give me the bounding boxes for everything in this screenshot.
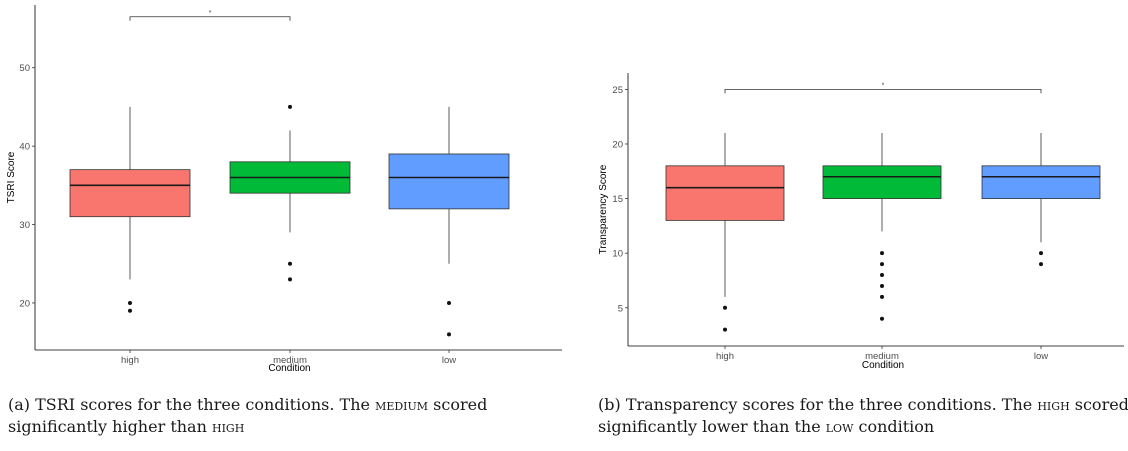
caption-a-text-2: scored significantly higher than (8, 395, 488, 436)
outlier-point-medium (880, 294, 884, 299)
x-tick-label-high: high (716, 351, 734, 362)
caption-a-term-high: high (211, 417, 245, 436)
y-tick-label: 5 (618, 303, 623, 314)
box-low (981, 165, 1101, 199)
outlier-point-medium (288, 261, 292, 266)
caption-a-term-medium: medium (375, 395, 429, 414)
significance-marker: * (209, 10, 212, 17)
y-tick-label: 10 (612, 249, 623, 260)
outlier-point-medium (880, 316, 884, 321)
outlier-point-high (128, 300, 132, 305)
y-axis-title: Transparency Score (598, 164, 609, 254)
caption-b-text-2: scored significantly lower than the (598, 395, 1128, 436)
outlier-point-low (1039, 251, 1043, 256)
caption-b-text: (b) Transparency scores for the three co… (598, 395, 1038, 414)
outlier-point-medium (880, 262, 884, 267)
caption-b: (b) Transparency scores for the three co… (598, 394, 1128, 438)
box-low (388, 153, 510, 210)
outlier-point-low (447, 300, 451, 305)
caption-b-text-3: condition (853, 417, 935, 436)
box-high (665, 165, 785, 221)
outlier-point-medium (880, 273, 884, 278)
transparency-boxplot-panel: 5 10 15 20 25 high medium low Condition Transpare… (598, 73, 1124, 371)
significance-bracket (129, 16, 291, 21)
x-axis-title: Condition (268, 363, 310, 374)
caption-b-term-low: low (825, 417, 854, 436)
y-tick-label: 20 (612, 139, 623, 150)
x-tick-label-low: low (1034, 351, 1048, 362)
significance-bracket (724, 88, 1042, 94)
outlier-point-high (128, 308, 132, 313)
y-tick-label: 40 (19, 142, 30, 153)
x-axis-title: Condition (862, 360, 904, 371)
caption-a-text: (a) TSRI scores for the three conditions… (8, 395, 376, 414)
outlier-point-medium (880, 251, 884, 256)
caption-a: (a) TSRI scores for the three conditions… (8, 394, 568, 438)
outlier-point-low (1039, 262, 1043, 267)
outlier-point-medium (880, 283, 884, 288)
y-tick-label: 20 (19, 298, 30, 309)
y-tick-label: 30 (19, 220, 30, 231)
y-tick-label: 15 (612, 194, 623, 205)
x-tick-label-medium: medium (865, 351, 899, 362)
figure-canvas: 20 30 40 50 high medium low Condition TSRI Score… (6, 5, 1124, 374)
y-tick-label: 50 (19, 63, 30, 74)
box-medium (822, 165, 942, 199)
outlier-point-low (447, 332, 451, 337)
x-tick-label-high: high (121, 355, 139, 366)
tsri-boxplot-panel: 20 30 40 50 high medium low Condition TSRI Score… (6, 5, 562, 374)
outlier-point-medium (288, 277, 292, 282)
outlier-point-high (723, 305, 727, 310)
x-tick-label-medium: medium (273, 355, 307, 366)
y-tick-label: 25 (612, 85, 623, 96)
significance-marker: * (882, 82, 885, 89)
x-tick-label-low: low (442, 355, 456, 366)
caption-b-term-high: high (1037, 395, 1070, 414)
box-high (69, 169, 191, 218)
outlier-point-medium (288, 104, 292, 109)
outlier-point-high (723, 327, 727, 332)
y-axis-title: TSRI Score (6, 151, 17, 203)
